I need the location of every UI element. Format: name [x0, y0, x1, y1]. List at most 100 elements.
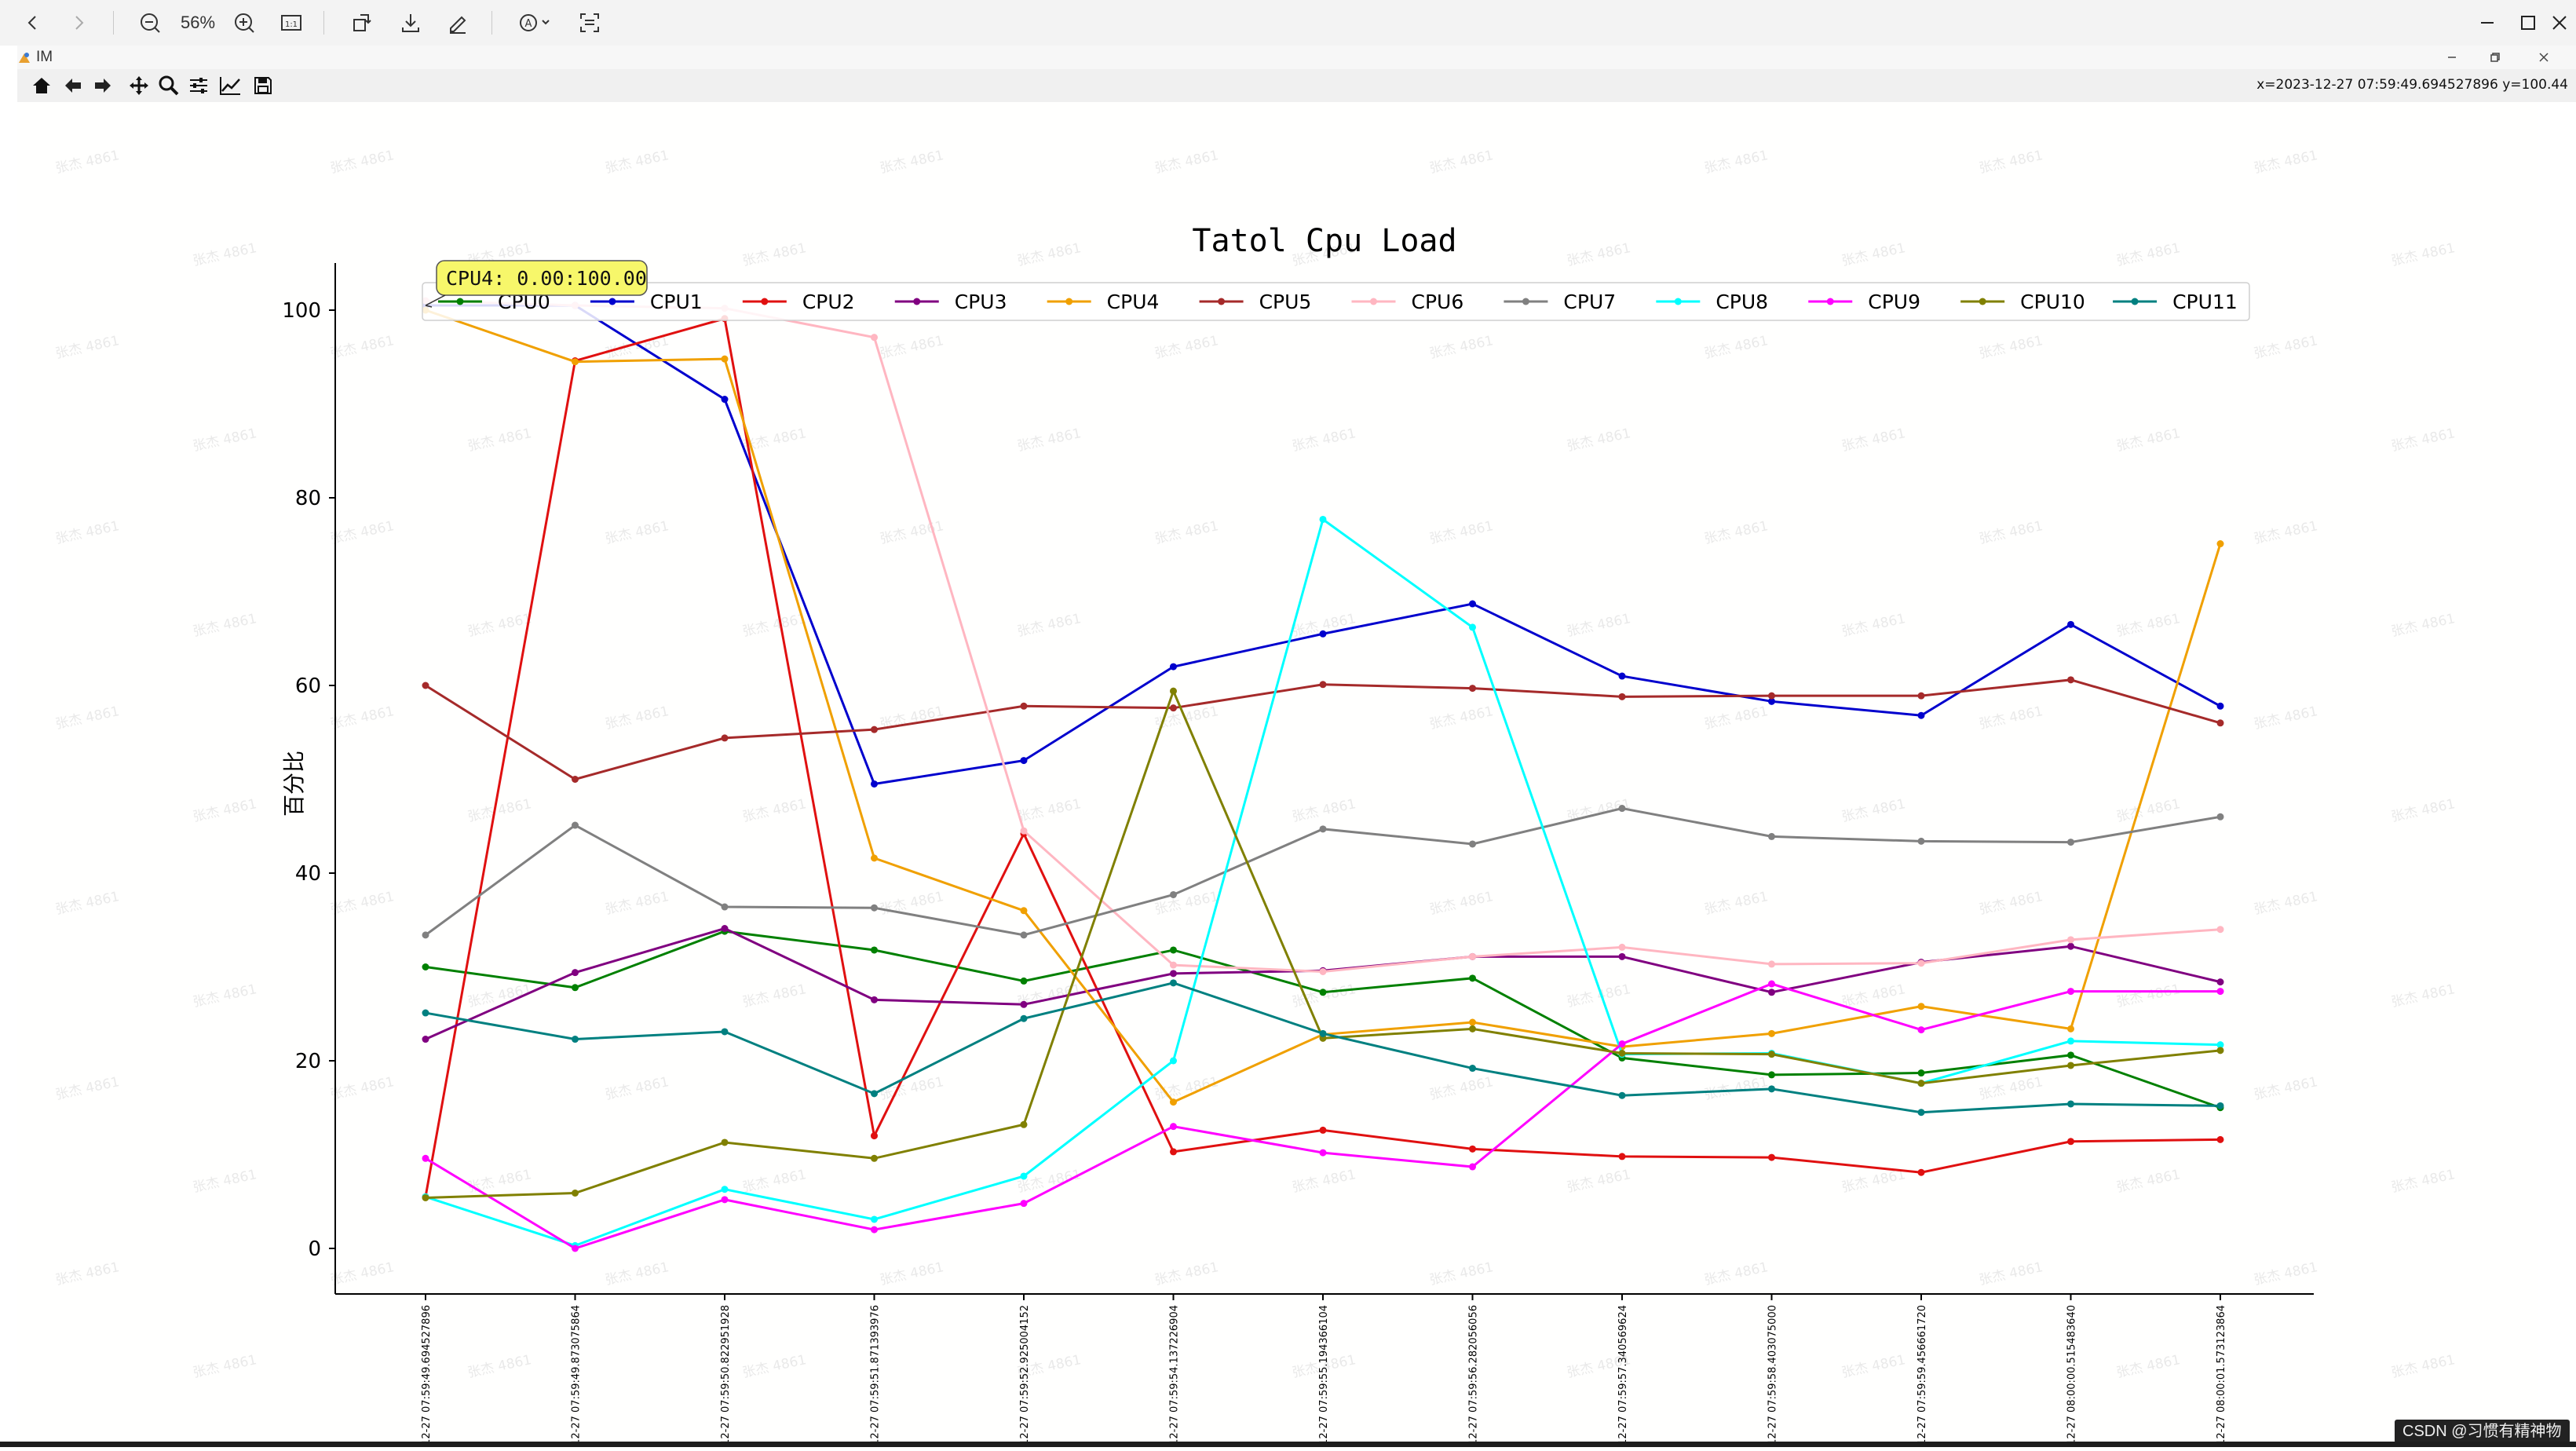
ocr-icon[interactable]: A — [512, 6, 557, 39]
data-point — [721, 355, 729, 363]
watermark-text: 张杰 4861 — [1566, 426, 1632, 455]
watermark-text: 张杰 4861 — [1428, 333, 1495, 362]
data-point — [1917, 692, 1925, 700]
legend-label: CPU7 — [1563, 291, 1616, 313]
watermark-text: 张杰 4861 — [1703, 889, 1770, 918]
watermark-text: 张杰 4861 — [2390, 426, 2457, 455]
data-point — [2216, 978, 2224, 986]
data-point — [871, 726, 878, 733]
separator — [491, 11, 492, 35]
data-point — [422, 963, 429, 970]
watermark-text: 张杰 4861 — [1016, 611, 1083, 640]
data-point — [572, 821, 579, 829]
edit-icon[interactable] — [441, 6, 474, 39]
back-arrow-icon[interactable] — [60, 72, 86, 99]
watermark-text: 张杰 4861 — [2115, 1352, 2182, 1381]
watermark-text: 张杰 4861 — [1291, 426, 1357, 455]
actual-size-icon[interactable]: 1:1 — [275, 6, 308, 39]
home-icon[interactable] — [28, 72, 55, 99]
viewer-toolbar: 56% 1:1 A — [0, 0, 2576, 46]
watermark-text: 张杰 4861 — [604, 1074, 670, 1103]
data-point — [572, 776, 579, 783]
legend-marker — [1826, 298, 1834, 305]
watermark-text: 张杰 4861 — [2253, 1259, 2319, 1288]
watermark-text: 张杰 4861 — [2390, 1167, 2457, 1196]
watermark-text: 张杰 4861 — [1428, 148, 1495, 177]
data-point — [1917, 1109, 1925, 1117]
watermark-text: 张杰 4861 — [1428, 704, 1495, 733]
zoom-level[interactable]: 56% — [180, 13, 216, 32]
watermark-text: 张杰 4861 — [604, 1259, 670, 1288]
data-point — [1917, 959, 1925, 967]
zoom-in-icon[interactable] — [228, 6, 261, 39]
data-point — [1469, 1018, 1476, 1026]
watermark-text: 张杰 4861 — [741, 1352, 808, 1381]
data-point — [1618, 952, 1626, 960]
data-point — [1020, 1200, 1028, 1208]
zoom-out-icon[interactable] — [133, 6, 166, 39]
legend-item-cpu11: CPU11 — [2113, 291, 2238, 313]
watermark-text: 张杰 4861 — [466, 611, 533, 640]
data-point — [2067, 936, 2074, 944]
x-tick-label: -12-27 08:00:01.573123864 — [2216, 1305, 2227, 1447]
data-point — [1768, 692, 1775, 700]
left-margin — [0, 46, 17, 1447]
minimize-icon[interactable] — [2472, 6, 2503, 39]
data-point — [1170, 687, 1177, 695]
y-tick-label: 40 — [295, 862, 321, 886]
forward-arrow-icon[interactable] — [90, 72, 116, 99]
data-point — [1618, 805, 1626, 813]
scan-icon[interactable] — [573, 6, 606, 39]
watermark-text: 张杰 4861 — [2390, 611, 2457, 640]
data-point — [2067, 988, 2074, 996]
data-point — [2216, 540, 2224, 548]
data-point — [1917, 711, 1925, 719]
x-tick-label: -12-27 07:59:55.194366104 — [1318, 1305, 1330, 1447]
watermark-text: 张杰 4861 — [879, 333, 945, 362]
legend-item-cpu5: CPU5 — [1199, 291, 1311, 313]
watermark-text: 张杰 4861 — [1978, 1259, 2044, 1288]
legend-label: CPU8 — [1716, 291, 1768, 313]
data-point — [2067, 1100, 2074, 1108]
series-cpu11 — [422, 979, 2224, 1117]
data-point — [1618, 672, 1626, 680]
data-point — [2216, 702, 2224, 710]
maximize-icon[interactable] — [2512, 6, 2544, 39]
inner-restore-icon[interactable] — [2481, 47, 2509, 68]
download-icon[interactable] — [394, 6, 427, 39]
zoom-icon[interactable] — [155, 72, 182, 99]
data-point — [721, 1196, 729, 1204]
inner-close-icon[interactable] — [2530, 47, 2558, 68]
data-point — [1020, 1014, 1028, 1022]
data-point — [572, 984, 579, 992]
watermark-text: 张杰 4861 — [192, 981, 258, 1011]
watermark-text: 张杰 4861 — [192, 426, 258, 455]
watermark-text: 张杰 4861 — [192, 1352, 258, 1381]
watermark-text: 张杰 4861 — [2115, 981, 2182, 1011]
data-point — [871, 1226, 878, 1234]
data-point — [1170, 970, 1177, 978]
data-point — [1768, 1153, 1775, 1161]
edit-axis-icon[interactable] — [217, 72, 243, 99]
watermark-text: 张杰 4861 — [879, 1074, 945, 1103]
data-point — [572, 1036, 579, 1043]
data-point — [2067, 620, 2074, 628]
legend-marker — [1218, 298, 1226, 305]
forward-icon[interactable] — [63, 6, 94, 39]
rotate-icon[interactable] — [345, 6, 378, 39]
figure-canvas[interactable]: 张杰 4861 张杰 4861 张杰 4861 张杰 4861 张杰 4861 张杰 48… — [17, 102, 2538, 1449]
watermark-text: 张杰 4861 — [2390, 796, 2457, 825]
y-tick-label: 20 — [295, 1050, 321, 1073]
close-icon[interactable] — [2544, 6, 2575, 39]
back-icon[interactable] — [17, 6, 49, 39]
configure-subplots-icon[interactable] — [185, 72, 212, 99]
watermark-text: 张杰 4861 — [329, 333, 396, 362]
inner-minimize-icon[interactable] — [2438, 47, 2466, 68]
cpu-load-chart[interactable]: 张杰 4861 张杰 4861 张杰 4861 张杰 4861 张杰 4861 张杰 48… — [17, 102, 2538, 1449]
data-point — [721, 1028, 729, 1036]
pan-icon[interactable] — [126, 72, 152, 99]
save-icon[interactable] — [250, 72, 276, 99]
data-point — [1768, 1071, 1775, 1079]
data-point — [1469, 1025, 1476, 1033]
data-point — [2067, 676, 2074, 684]
